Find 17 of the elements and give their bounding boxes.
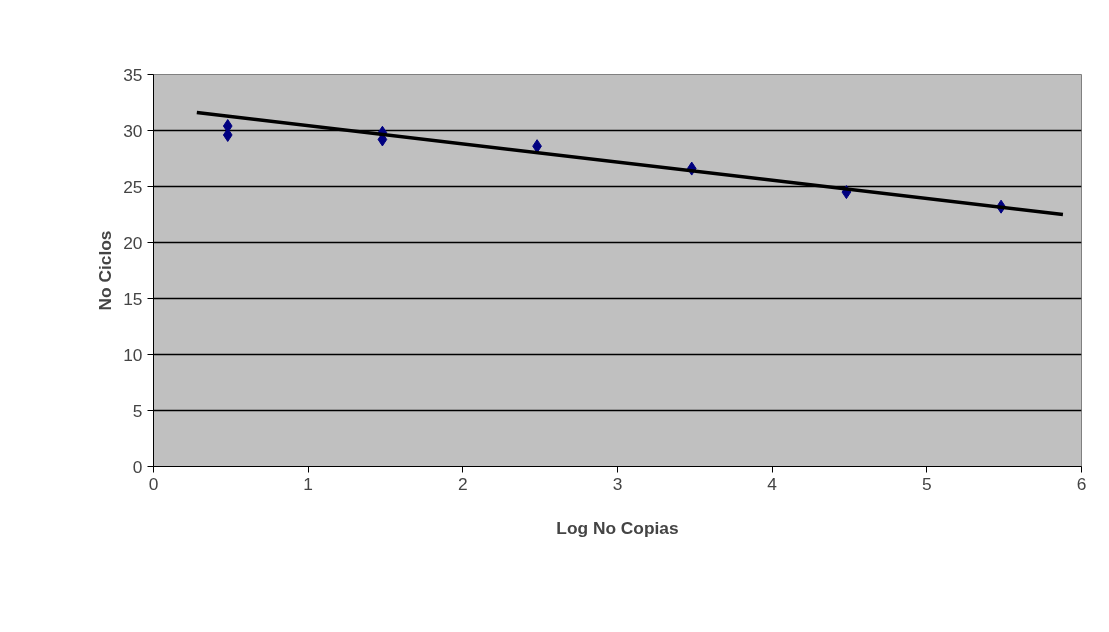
y-tick-label: 30	[123, 120, 143, 141]
y-tick-label: 5	[132, 400, 143, 421]
x-tick-label: 1	[303, 473, 313, 494]
y-tick-label: 15	[123, 288, 143, 309]
y-axis-title: No Ciclos	[95, 230, 116, 311]
x-tick-label: 3	[612, 473, 623, 494]
y-tick-label: 0	[132, 456, 143, 477]
x-tick-label: 0	[148, 473, 159, 494]
y-tick-label: 20	[123, 232, 143, 253]
y-tick-label: 35	[123, 64, 143, 85]
x-tick-label: 4	[767, 473, 778, 494]
x-tick-label: 6	[1076, 473, 1087, 494]
x-axis-title: Log No Copias	[556, 517, 679, 538]
y-tick-label: 10	[123, 344, 143, 365]
x-tick-label: 2	[458, 473, 468, 494]
y-tick-label: 25	[123, 176, 143, 197]
x-tick-label: 5	[922, 473, 932, 494]
